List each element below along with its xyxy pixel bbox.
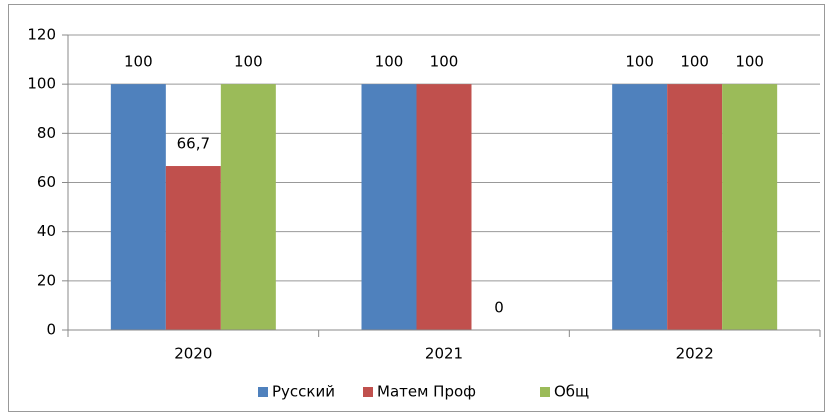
y-tick-label: 100 — [27, 75, 56, 93]
bar — [416, 84, 472, 331]
y-tick-label: 40 — [37, 222, 56, 240]
legend-swatch — [540, 387, 550, 397]
bar — [612, 84, 668, 331]
y-tick-label: 0 — [46, 321, 56, 339]
y-tick-label: 60 — [37, 173, 56, 191]
bar — [667, 84, 723, 331]
data-label: 100 — [625, 53, 654, 71]
x-tick-label: 2022 — [676, 345, 714, 363]
data-label: 100 — [735, 53, 764, 71]
bar — [722, 84, 778, 331]
y-tick-label: 80 — [37, 124, 56, 142]
bar — [110, 84, 166, 331]
bar — [361, 84, 417, 331]
bar — [220, 84, 276, 331]
y-tick-label: 20 — [37, 271, 56, 289]
legend-label: Общ — [554, 383, 589, 401]
legend-label: Матем Проф — [377, 383, 476, 401]
data-label: 100 — [234, 53, 263, 71]
legend-label: Русский — [272, 383, 335, 401]
data-label: 100 — [375, 53, 404, 71]
bar — [165, 166, 221, 330]
y-tick-label: 120 — [27, 26, 56, 44]
x-tick-label: 2021 — [425, 345, 463, 363]
x-tick-label: 2020 — [174, 345, 212, 363]
data-label: 66,7 — [177, 135, 210, 153]
legend-swatch — [363, 387, 373, 397]
data-label: 100 — [680, 53, 709, 71]
data-label: 100 — [124, 53, 153, 71]
data-label: 0 — [494, 299, 504, 317]
legend-swatch — [258, 387, 268, 397]
data-label: 100 — [430, 53, 459, 71]
